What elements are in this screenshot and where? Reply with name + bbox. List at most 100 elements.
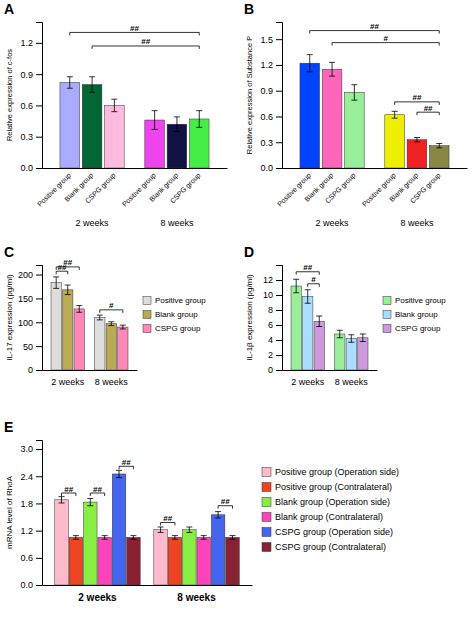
tick: 0.6	[20, 101, 42, 111]
axis-line	[36, 266, 43, 371]
tick: 2 weeks	[78, 592, 117, 603]
tick-mark	[36, 346, 42, 347]
legend-label: Positive group	[155, 296, 206, 305]
significance-label: ##	[412, 93, 421, 102]
error-bar	[158, 527, 164, 532]
bar	[429, 146, 449, 168]
legend: Positive group (Operation side)Positive …	[262, 467, 399, 552]
error-bar	[360, 334, 366, 342]
tick-label: 2.4	[20, 472, 33, 482]
tick-label: 3.0	[20, 444, 33, 454]
bar	[385, 115, 405, 168]
tick: 0.3	[20, 132, 42, 142]
legend-swatch	[383, 311, 391, 319]
tick: 2.4	[20, 472, 42, 482]
tick-mark	[36, 531, 42, 532]
tick: 0.6	[260, 112, 282, 122]
significance-label: ##	[64, 485, 73, 494]
tick-label: 8	[268, 305, 273, 315]
significance-label: ##	[141, 37, 150, 46]
bar	[183, 530, 197, 585]
y-axis: 024681012	[263, 266, 283, 376]
error-bar	[174, 117, 180, 132]
tick: 6	[268, 320, 282, 330]
bar	[105, 105, 125, 168]
legend: Positive groupBlank groupCSPG group	[143, 296, 206, 333]
significance-label: ##	[424, 104, 433, 113]
legend-label: CSPG group (Operation side)	[275, 527, 393, 537]
y-axis-title: IL-1β expression (pg/ml)	[245, 274, 254, 361]
legend-swatch	[143, 325, 151, 333]
bars	[291, 279, 368, 370]
tick: 0.6	[20, 553, 42, 563]
significance-label: ##	[303, 263, 312, 272]
tick-label: 0.9	[260, 86, 273, 96]
tick-label: 0.0	[20, 163, 33, 173]
tick-mark	[276, 142, 282, 143]
bar	[197, 537, 211, 585]
tick-mark	[276, 39, 282, 40]
x-axis: 2 weeks8 weeks	[43, 586, 253, 604]
tick-label: 12	[263, 275, 273, 285]
error-bar	[120, 325, 126, 329]
legend-swatch	[262, 528, 271, 537]
tick-label: 1.2	[20, 526, 33, 536]
bar	[112, 474, 126, 585]
panel-title: A	[4, 1, 14, 17]
error-bar	[436, 144, 442, 148]
legend-item: CSPG group	[143, 324, 201, 333]
tick-label: 2 weeks	[78, 592, 117, 603]
tick: 100	[18, 318, 42, 328]
y-axis-title: mRNA level of RhoA	[5, 475, 14, 549]
tick: 8	[268, 305, 282, 315]
panel: 0.00.30.60.91.21.5Positive groupBlank gr…	[244, 1, 468, 228]
tick-mark	[36, 74, 42, 75]
error-bar	[130, 536, 136, 540]
bar	[314, 321, 324, 370]
tick-label: 8 weeks	[335, 377, 369, 387]
error-bar	[53, 277, 59, 288]
bar	[127, 537, 141, 585]
tick-mark	[36, 275, 42, 276]
legend-label: CSPG group	[155, 324, 201, 333]
error-bar	[172, 536, 178, 540]
tick-mark	[276, 91, 282, 92]
tick-label: 2 weeks	[51, 377, 85, 387]
axis-line	[43, 370, 138, 371]
bar	[82, 85, 102, 168]
bar	[303, 297, 313, 371]
axis-line	[283, 370, 378, 371]
bar	[291, 286, 301, 370]
tick-mark	[276, 355, 282, 356]
panel-title: C	[4, 244, 14, 260]
error-bar	[305, 290, 311, 304]
x-axis	[283, 168, 468, 169]
tick: 200	[18, 270, 42, 280]
tick-label: 1.8	[20, 499, 33, 509]
tick-mark	[276, 65, 282, 66]
error-bar	[337, 330, 343, 338]
error-bar	[102, 536, 108, 540]
tick: 1.2	[20, 526, 42, 536]
x-axis	[43, 168, 228, 169]
significance-label: ##	[93, 485, 102, 494]
bar-label: CSPG group	[84, 171, 118, 205]
error-bar	[229, 536, 235, 540]
legend-swatch	[383, 325, 391, 333]
axis-line	[276, 266, 283, 371]
tick-label: 1.2	[260, 60, 273, 70]
legend-swatch	[143, 297, 151, 305]
tick-mark	[276, 370, 282, 371]
significance-label: ##	[221, 497, 230, 506]
legend-item: Positive group	[383, 296, 446, 305]
bar	[335, 334, 345, 370]
tick: 8 weeks	[335, 377, 369, 387]
tick-mark	[276, 310, 282, 311]
legend-label: Blank group (Contralateral)	[275, 512, 383, 522]
bar-label: CSPG group	[324, 171, 358, 205]
tick: 2 weeks	[51, 377, 85, 387]
legend-item: Positive group	[143, 296, 206, 305]
tick-label: 200	[18, 270, 33, 280]
error-bar	[351, 85, 357, 100]
legend-item: Blank group (Operation side)	[262, 497, 390, 507]
